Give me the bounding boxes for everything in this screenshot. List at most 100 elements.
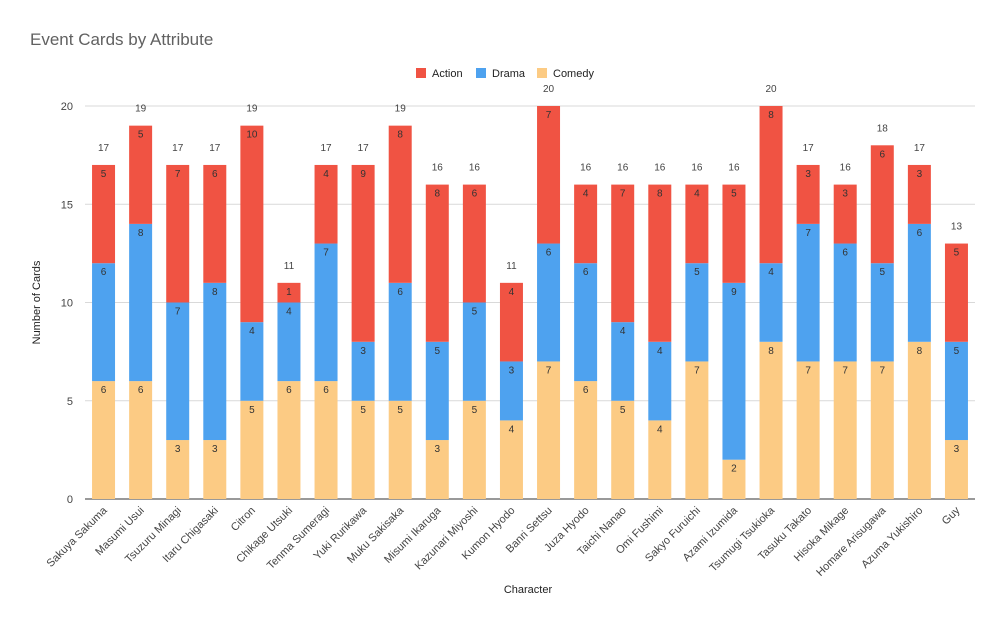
bar-segment-action bbox=[611, 184, 635, 323]
data-label-drama: 6 bbox=[842, 248, 848, 259]
data-label-action: 3 bbox=[917, 169, 923, 180]
data-label-action: 4 bbox=[509, 287, 515, 298]
data-label-comedy: 8 bbox=[917, 346, 923, 357]
bar-segment-drama bbox=[240, 322, 264, 401]
total-label: 17 bbox=[914, 143, 926, 154]
data-label-drama: 7 bbox=[323, 248, 329, 259]
x-tick-label: Guy bbox=[940, 504, 963, 527]
bar-segment-action bbox=[722, 184, 746, 283]
data-label-drama: 6 bbox=[583, 267, 589, 278]
bar-segment-drama bbox=[574, 263, 598, 382]
bar-segment-action bbox=[685, 184, 709, 264]
bar-segment-action bbox=[425, 184, 449, 342]
data-label-comedy: 7 bbox=[546, 365, 552, 376]
data-label-comedy: 3 bbox=[435, 444, 441, 455]
bar-segment-comedy bbox=[240, 400, 264, 499]
data-label-comedy: 5 bbox=[360, 405, 366, 416]
data-label-comedy: 6 bbox=[583, 385, 589, 396]
y-tick-label: 10 bbox=[61, 298, 73, 310]
total-label: 19 bbox=[395, 104, 407, 115]
total-label: 17 bbox=[209, 143, 221, 154]
bar-segment-action bbox=[203, 164, 227, 283]
bar-segment-comedy bbox=[833, 361, 857, 499]
bar-segment-drama bbox=[833, 243, 857, 362]
data-label-action: 5 bbox=[101, 169, 107, 180]
bar-segment-action bbox=[462, 184, 486, 303]
bar-segment-action bbox=[574, 184, 598, 264]
total-label: 16 bbox=[432, 163, 444, 174]
bar-segment-drama bbox=[92, 263, 116, 382]
total-label: 16 bbox=[580, 163, 592, 174]
y-axis-title: Number of Cards bbox=[31, 260, 43, 344]
total-label: 16 bbox=[469, 163, 481, 174]
data-label-comedy: 4 bbox=[657, 424, 663, 435]
bar-segment-comedy bbox=[870, 361, 894, 499]
bar-segment-drama bbox=[351, 341, 375, 401]
data-label-action: 8 bbox=[397, 130, 403, 141]
bar-segment-comedy bbox=[166, 440, 190, 499]
data-label-action: 7 bbox=[620, 189, 626, 200]
bar-segment-comedy bbox=[685, 361, 709, 499]
total-label: 16 bbox=[691, 163, 703, 174]
bar-segment-action bbox=[907, 164, 931, 224]
data-label-comedy: 5 bbox=[397, 405, 403, 416]
data-label-action: 5 bbox=[954, 248, 960, 259]
data-label-drama: 4 bbox=[768, 267, 774, 278]
legend-label-comedy: Comedy bbox=[553, 68, 594, 80]
bar-segment-drama bbox=[722, 282, 746, 460]
bar-segment-drama bbox=[611, 322, 635, 401]
total-label: 17 bbox=[172, 143, 184, 154]
chart-title: Event Cards by Attribute bbox=[30, 30, 214, 49]
bar-segment-drama bbox=[203, 282, 227, 441]
data-label-comedy: 7 bbox=[842, 365, 848, 376]
bar-segment-drama bbox=[648, 341, 672, 421]
total-label: 20 bbox=[543, 84, 555, 95]
data-label-action: 5 bbox=[138, 130, 144, 141]
total-label: 17 bbox=[803, 143, 815, 154]
legend-label-action: Action bbox=[432, 68, 463, 80]
data-label-drama: 5 bbox=[694, 267, 700, 278]
data-label-action: 9 bbox=[360, 169, 366, 180]
data-label-action: 6 bbox=[880, 149, 886, 160]
y-tick-label: 15 bbox=[61, 199, 73, 211]
data-label-drama: 6 bbox=[546, 248, 552, 259]
bar-segment-comedy bbox=[92, 381, 116, 499]
data-label-comedy: 7 bbox=[805, 365, 811, 376]
bar-segment-action bbox=[166, 164, 190, 303]
bar-segment-comedy bbox=[499, 420, 523, 499]
data-label-action: 3 bbox=[842, 189, 848, 200]
bar-segment-drama bbox=[944, 341, 968, 441]
x-tick-label: Tenma Sumeragi bbox=[265, 505, 332, 572]
bar-segment-drama bbox=[685, 263, 709, 362]
data-label-drama: 4 bbox=[286, 307, 292, 318]
data-label-comedy: 8 bbox=[768, 346, 774, 357]
bar-segment-drama bbox=[462, 302, 486, 401]
data-label-drama: 3 bbox=[360, 346, 366, 357]
data-label-drama: 4 bbox=[249, 326, 255, 337]
bar-segment-drama bbox=[759, 263, 783, 342]
data-label-action: 7 bbox=[546, 110, 552, 121]
bar-segment-comedy bbox=[796, 361, 820, 499]
y-tick-label: 0 bbox=[67, 494, 73, 506]
bar-segment-drama bbox=[314, 243, 338, 382]
data-label-comedy: 6 bbox=[323, 385, 329, 396]
data-label-action: 7 bbox=[175, 169, 181, 180]
bar-segment-comedy bbox=[351, 400, 375, 499]
y-tick-label: 5 bbox=[67, 396, 73, 408]
bar-segment-comedy bbox=[314, 381, 338, 499]
x-axis-title: Character bbox=[504, 584, 553, 596]
total-label: 17 bbox=[320, 143, 332, 154]
legend-label-drama: Drama bbox=[492, 68, 526, 80]
bar-segment-action bbox=[314, 164, 338, 244]
data-label-comedy: 6 bbox=[286, 385, 292, 396]
data-label-drama: 8 bbox=[138, 228, 144, 239]
total-label: 19 bbox=[246, 104, 258, 115]
bar-segment-comedy bbox=[648, 420, 672, 499]
bar-segment-drama bbox=[425, 341, 449, 441]
bar-segment-action bbox=[277, 282, 301, 303]
x-tick-label: Sakuya Sakuma bbox=[45, 504, 111, 570]
data-label-drama: 3 bbox=[509, 365, 515, 376]
total-label: 19 bbox=[135, 104, 147, 115]
